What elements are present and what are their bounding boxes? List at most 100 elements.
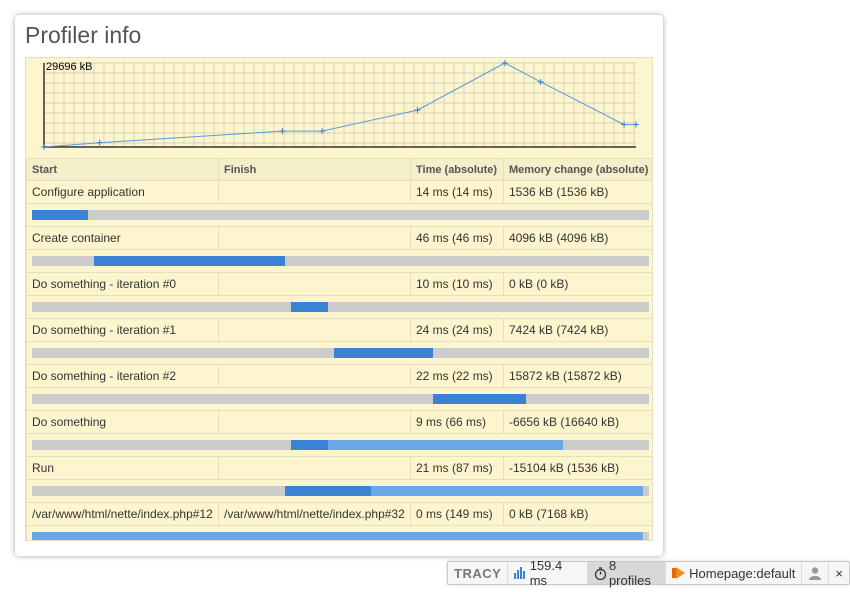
user-icon [809,567,822,580]
timeline-cell [26,479,652,503]
timeline-self-bar [433,394,526,404]
timeline-cell [26,525,652,540]
cell-time: 10 ms (10 ms) [410,272,504,296]
memory-point [633,121,639,128]
cell-memory: 15872 kB (15872 kB) [503,364,652,388]
cell-finish [218,456,411,480]
table-row: Create container 46 ms (46 ms) 4096 kB (40… [26,226,652,250]
timeline-self-bar [32,210,88,220]
timeline-self-bar [93,256,285,266]
tracy-time-panel[interactable]: 159.4 ms [507,558,586,588]
cell-time: 24 ms (24 ms) [410,318,504,342]
timeline-cell [26,433,652,457]
memory-point [414,107,421,114]
tracy-close-button[interactable]: × [828,562,849,584]
tracy-logo[interactable]: TRACY [448,562,507,584]
table-row: Do something - iteration #1 24 ms (24 ms)… [26,318,652,342]
timeline-track [32,394,649,404]
timeline-children-bar [328,440,563,450]
cell-time: 22 ms (22 ms) [410,364,504,388]
table-header-row: Start Finish Time (absolute) Memory chan… [26,158,652,181]
cell-time: 14 ms (14 ms) [410,180,504,204]
cell-time: 46 ms (46 ms) [410,226,504,250]
timeline-row [26,433,652,457]
stopwatch-icon [594,566,606,580]
cell-memory: -6656 kB (16640 kB) [503,410,652,434]
tracy-time: 159.4 ms [529,558,563,588]
memory-chart: 29696 kB [26,58,652,158]
profiler-table: Start Finish Time (absolute) Memory chan… [26,158,652,540]
close-icon: × [835,565,843,581]
cell-finish: /var/www/html/nette/index.php#32 [218,502,411,526]
timeline-row [26,479,652,503]
timeline-track [32,440,649,450]
memory-series-line [43,62,636,148]
timeline-children-bar [371,486,643,496]
timeline-track [32,532,649,540]
timeline-cell [26,203,652,227]
timeline-track [32,348,649,358]
tracy-user-panel[interactable] [801,562,828,584]
cell-memory: 1536 kB (1536 kB) [503,180,652,204]
header-memory: Memory change (absolute) [503,158,652,181]
chart-max-label: 29696 kB [46,61,93,73]
table-row: Do something - iteration #2 22 ms (22 ms)… [26,364,652,388]
timeline-cell [26,249,652,273]
table-row: Run 21 ms (87 ms) -15104 kB (1536 kB) [26,456,652,480]
memory-point [621,121,628,128]
panel-content: 29696 kB Start Finish Time (absolute) Me… [25,57,653,541]
timeline-self-bar [291,302,329,312]
bar-chart-icon [514,567,526,579]
memory-chart-svg [41,60,639,150]
tracy-route: Homepage:default [689,565,796,581]
header-start: Start [26,158,219,181]
header-finish: Finish [218,158,411,181]
timeline-children-bar [32,532,643,540]
timeline-row [26,203,652,227]
timeline-cell [26,387,652,411]
cell-finish [218,410,411,434]
cell-start: Create container [26,226,219,250]
memory-point [501,60,508,66]
route-arrow-icon [672,567,686,579]
tracy-profiles-panel[interactable]: 8 profiles [586,558,666,588]
tracy-route-panel[interactable]: Homepage:default [665,562,801,584]
tracy-profiles: 8 profiles [608,558,651,588]
memory-point [319,128,326,135]
cell-memory: 0 kB (7168 kB) [503,502,652,526]
cell-finish [218,364,411,388]
cell-time: 21 ms (87 ms) [410,456,504,480]
table-row: Do something - iteration #0 10 ms (10 ms)… [26,272,652,296]
timeline-track [32,302,649,312]
cell-finish [218,226,411,250]
timeline-track [32,486,649,496]
timeline-track [32,210,649,220]
timeline-cell [26,341,652,365]
tracy-logo-text: TRACY [454,565,502,581]
memory-point [279,128,286,135]
tracy-debug-bar: TRACY 159.4 ms 8 profiles Homepage:defau… [447,558,850,588]
panel-title: Profiler info [25,22,142,48]
cell-start: Do something - iteration #1 [26,318,219,342]
cell-start: /var/www/html/nette/index.php#12 [26,502,219,526]
cell-start: Do something - iteration #2 [26,364,219,388]
profiler-panel: Profiler info 29696 kB Start Finish Time… [15,15,663,556]
header-time: Time (absolute) [410,158,504,181]
timeline-self-bar [284,486,372,496]
timeline-cell [26,295,652,319]
timeline-row [26,387,652,411]
timeline-track [32,256,649,266]
memory-point [41,144,47,150]
cell-time: 0 ms (149 ms) [410,502,504,526]
cell-memory: 0 kB (0 kB) [503,272,652,296]
memory-point [96,139,103,146]
timeline-row [26,295,652,319]
chart-axes [43,63,636,148]
cell-finish [218,318,411,342]
cell-time: 9 ms (66 ms) [410,410,504,434]
timeline-row [26,525,652,540]
cell-start: Configure application [26,180,219,204]
cell-memory: -15104 kB (1536 kB) [503,456,652,480]
timeline-row [26,341,652,365]
cell-start: Do something [26,410,219,434]
